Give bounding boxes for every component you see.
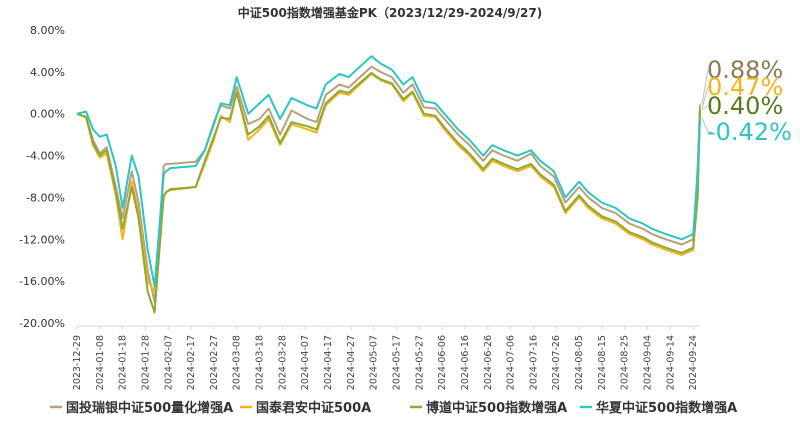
series-line-3 [76, 71, 701, 314]
x-tick-label: 2024-03-18 [255, 335, 266, 390]
y-tick-label: -20.00% [19, 317, 65, 330]
x-tick-label: 2024-03-28 [277, 335, 288, 390]
end-label-2: 0.47% [707, 73, 783, 101]
x-tick-label: 2024-03-08 [232, 335, 243, 390]
x-tick-label: 2024-04-07 [300, 335, 311, 390]
y-tick-label: 4.00% [30, 66, 65, 79]
legend: 国投瑞银中证500量化增强A 国泰君安中证500A 博道中证500指数增强A 华夏中证… [50, 400, 737, 416]
legend-label: 国投瑞银中证500量化增强A [66, 400, 233, 416]
x-tick-label: 2024-02-07 [163, 335, 174, 390]
x-tick-label: 2024-09-14 [665, 335, 676, 390]
y-tick-label: 0.00% [30, 108, 65, 121]
y-axis: 8.00% 4.00% 0.00% -4.00% -8.00% -12.00% -16.00… [19, 24, 65, 330]
x-tick-label: 2024-04-17 [323, 335, 334, 390]
end-label-leader [701, 69, 712, 105]
x-tick-label: 2024-09-24 [688, 335, 699, 390]
x-tick-label: 2024-08-25 [620, 335, 631, 390]
x-tick-label: 2023-12-29 [72, 335, 83, 390]
x-tick-label: 2024-02-17 [186, 335, 197, 390]
x-tick-label: 2024-06-26 [483, 335, 494, 390]
x-tick-label: 2024-08-15 [597, 335, 608, 390]
x-tick-label: 2024-07-16 [528, 335, 539, 390]
series-line-1 [76, 65, 701, 304]
x-tick-label: 2024-05-27 [414, 335, 425, 390]
y-tick-label: -12.00% [19, 233, 65, 246]
x-tick-label: 2024-04-27 [346, 335, 357, 390]
x-tick-label: 2024-07-26 [551, 335, 562, 390]
end-labels: 0.88%0.47%0.40%-0.42% [701, 56, 792, 146]
legend-label: 华夏中证500指数增强A [596, 400, 737, 416]
x-tick-label: 2024-06-16 [460, 335, 471, 390]
end-label-leader [701, 117, 712, 133]
x-tick-label: 2024-01-28 [140, 335, 151, 390]
x-axis: 2023-12-29 2024-01-08 2024-01-18 2024-01-28… [72, 325, 700, 390]
end-label-leader [701, 86, 712, 109]
x-tick-label: 2024-05-07 [369, 335, 380, 390]
y-tick-label: -8.00% [26, 191, 65, 204]
end-label-4: -0.42% [707, 118, 792, 146]
x-tick-label: 2024-02-27 [209, 335, 220, 390]
series-line-4 [76, 55, 701, 288]
end-label-1: 0.88% [707, 56, 783, 84]
x-tick-label: 2024-09-04 [643, 335, 654, 390]
legend-label: 国泰君安中证500A [256, 400, 371, 416]
y-tick-label: 8.00% [30, 24, 65, 37]
series-lines [76, 55, 701, 314]
x-tick-label: 2024-01-18 [118, 335, 129, 390]
y-tick-label: -4.00% [26, 150, 65, 163]
chart-title: 中证500指数增强基金PK（2023/12/29-2024/9/27) [238, 5, 542, 20]
x-tick-label: 2024-08-05 [574, 335, 585, 390]
x-tick-label: 2024-05-17 [391, 335, 402, 390]
y-tick-label: -16.00% [19, 275, 65, 288]
series-line-2 [76, 72, 701, 293]
end-label-leader [701, 105, 712, 110]
end-label-3: 0.40% [707, 92, 783, 120]
x-tick-label: 2024-01-08 [95, 335, 106, 390]
legend-label: 博道中证500指数增强A [426, 400, 567, 416]
x-tick-label: 2024-06-06 [437, 335, 448, 390]
x-tick-label: 2024-07-06 [506, 335, 517, 390]
